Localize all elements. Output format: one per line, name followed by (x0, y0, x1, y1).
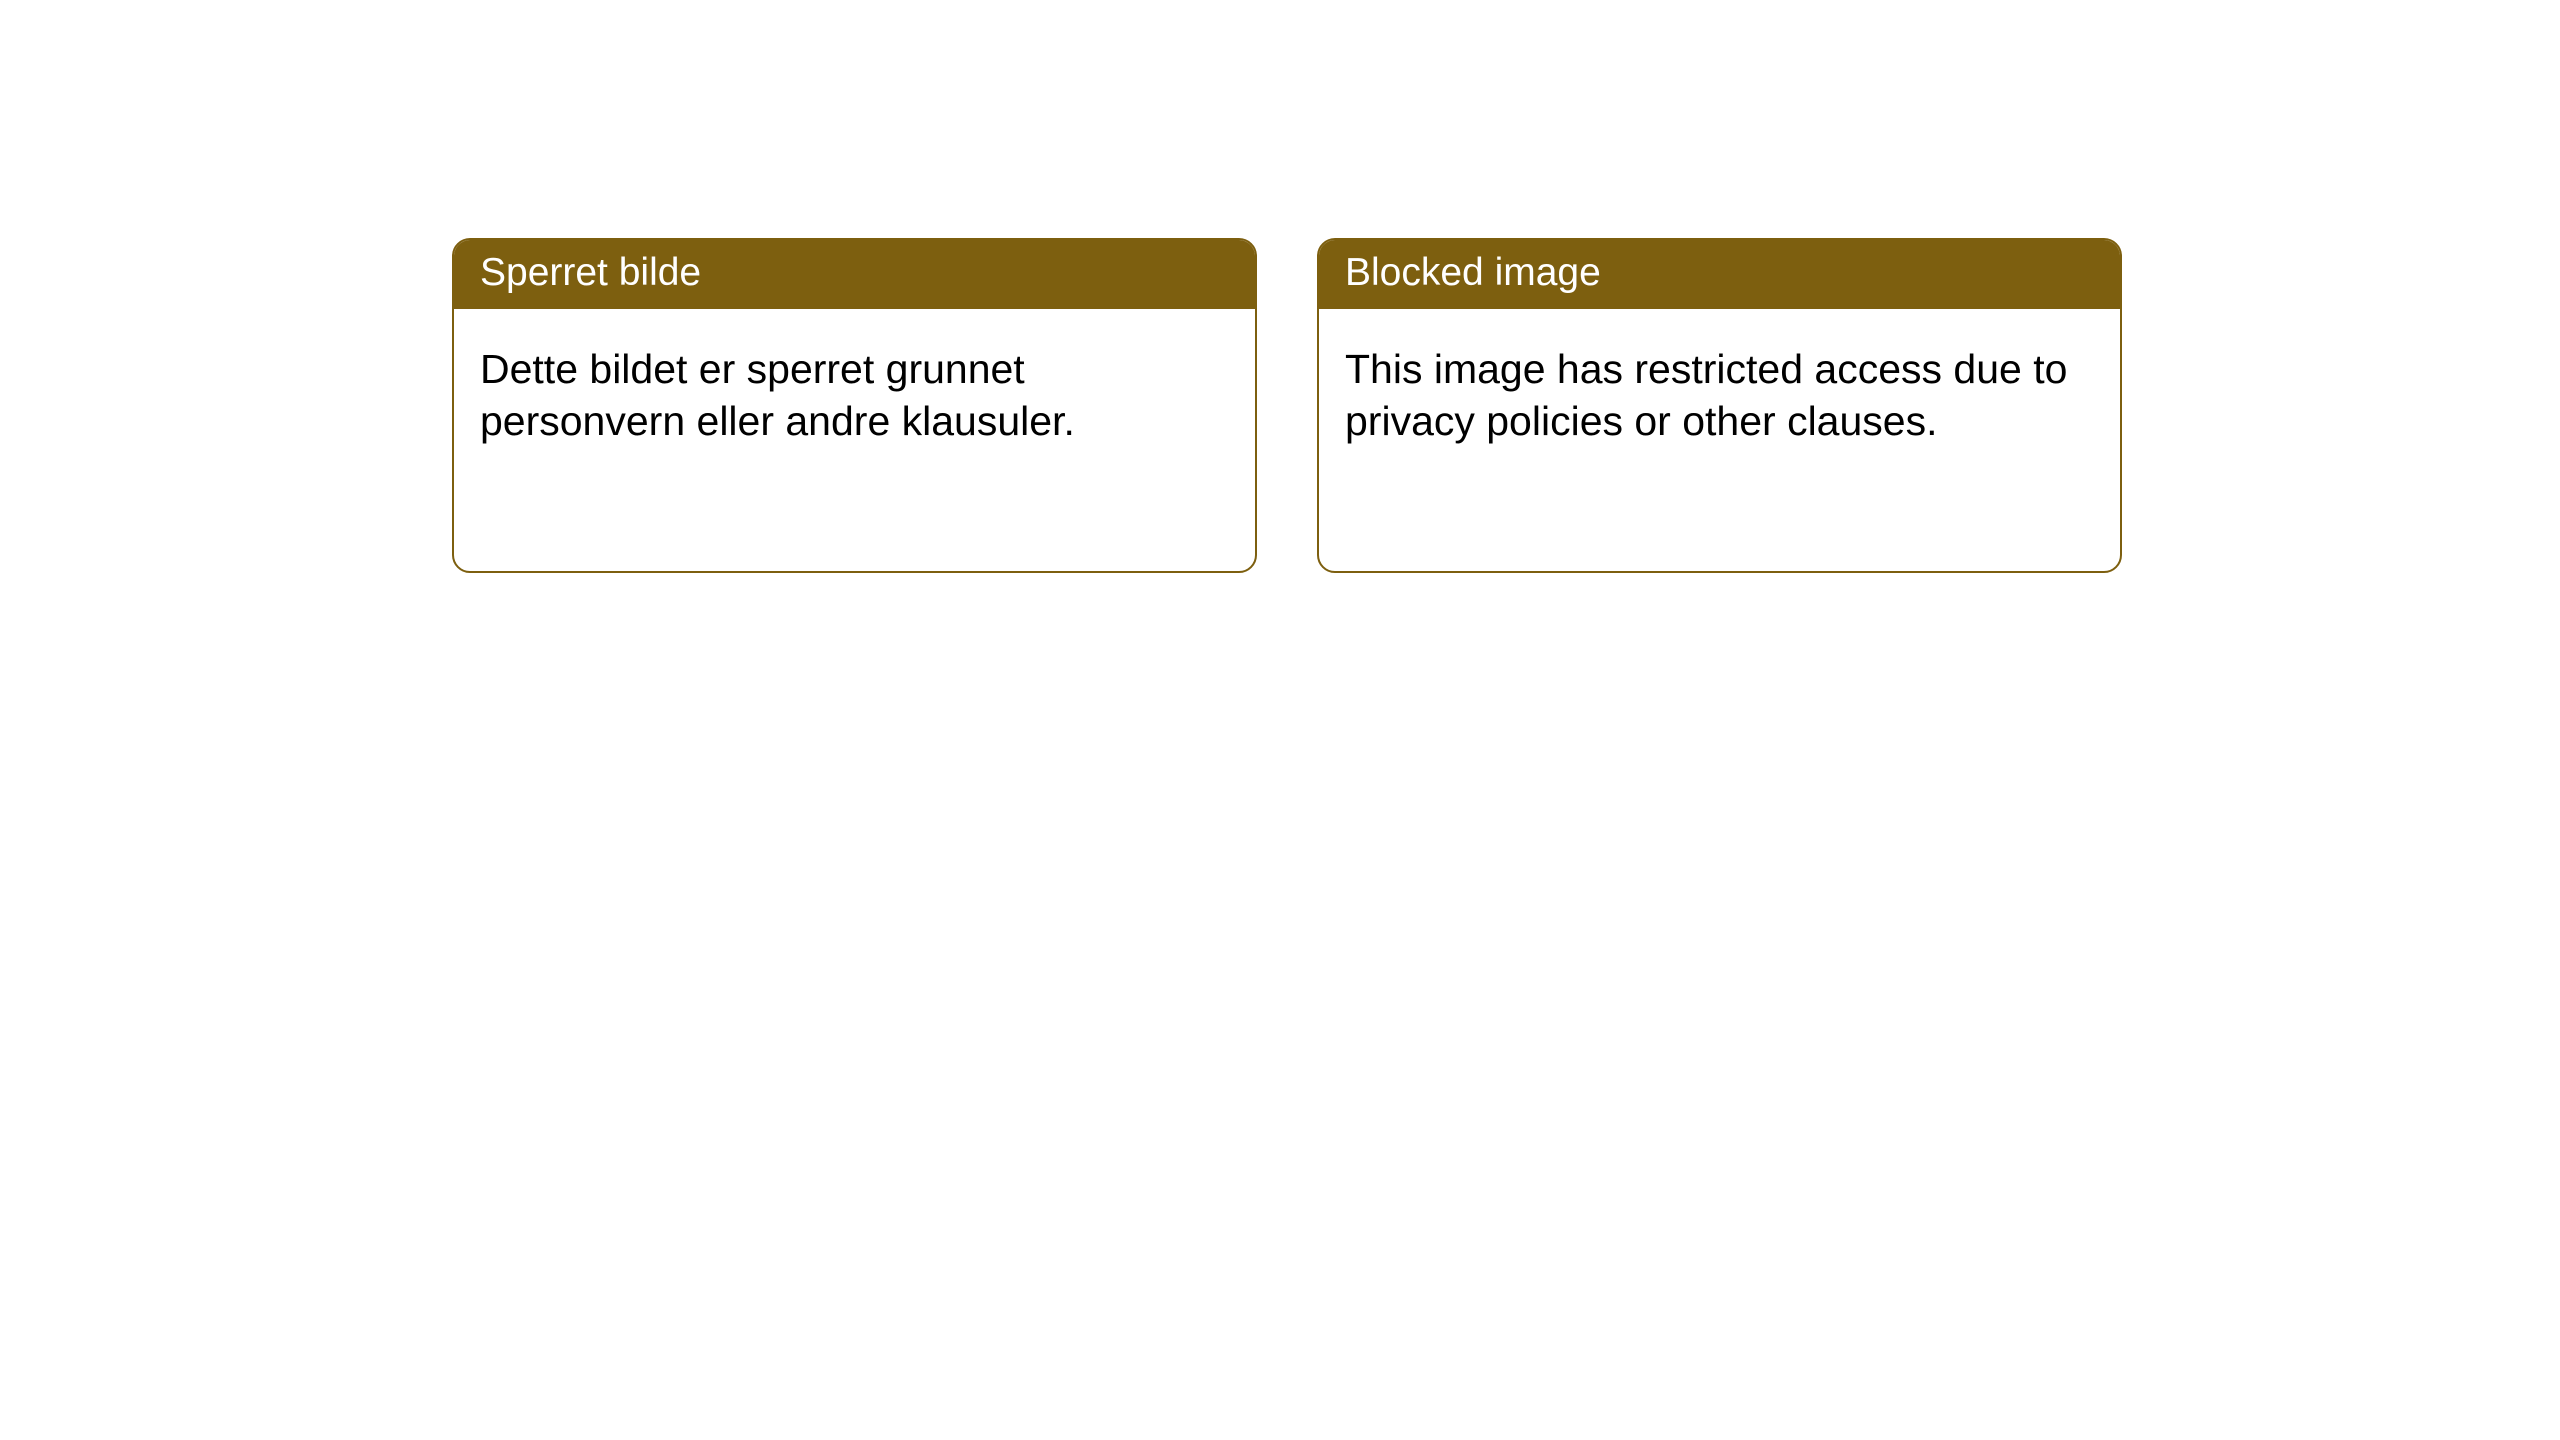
notice-body-english: This image has restricted access due to … (1319, 309, 2120, 473)
notice-title-norwegian: Sperret bilde (454, 240, 1255, 309)
notice-title-english: Blocked image (1319, 240, 2120, 309)
notice-body-norwegian: Dette bildet er sperret grunnet personve… (454, 309, 1255, 473)
notice-container: Sperret bilde Dette bildet er sperret gr… (0, 0, 2560, 573)
notice-card-norwegian: Sperret bilde Dette bildet er sperret gr… (452, 238, 1257, 573)
notice-card-english: Blocked image This image has restricted … (1317, 238, 2122, 573)
